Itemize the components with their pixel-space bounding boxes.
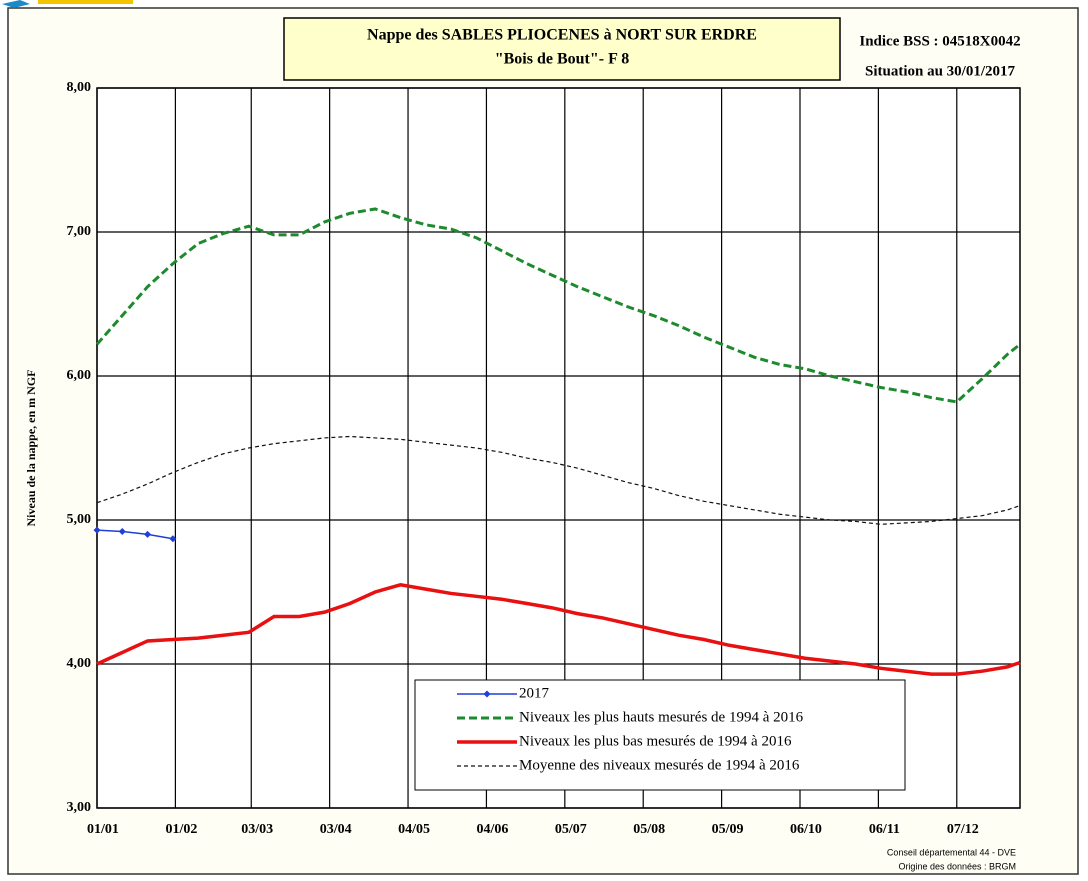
x-tick-label: 04/05 — [398, 822, 430, 837]
legend-label: 2017 — [519, 685, 550, 701]
point-marker — [118, 528, 126, 536]
point-marker — [169, 535, 177, 543]
x-tick-label: 07/12 — [947, 822, 979, 837]
x-tick-label: 03/03 — [241, 822, 273, 837]
chart-title: Nappe des SABLES PLIOCENES à NORT SUR ER… — [367, 27, 757, 44]
annotation: Indice BSS : 04518X0042 — [859, 33, 1020, 49]
series-line — [96, 583, 1021, 676]
point-marker — [93, 526, 101, 534]
y-axis-label: Niveau de la nappe, en m NGF — [24, 369, 38, 526]
x-tick-label: 05/08 — [633, 822, 665, 837]
series-line — [96, 435, 1021, 525]
logo-fragment — [38, 0, 133, 4]
legend-label: Niveaux les plus hauts mesurés de 1994 à… — [519, 709, 804, 725]
legend-label: Niveaux les plus bas mesurés de 1994 à 2… — [519, 733, 792, 749]
x-tick-label: 05/09 — [712, 822, 744, 837]
title-box — [283, 17, 841, 81]
point-marker — [144, 530, 152, 538]
x-tick-label: 03/04 — [320, 822, 352, 837]
footer: Conseil départemental 44 - DVE — [887, 847, 1016, 857]
y-tick-label: 4,00 — [67, 656, 92, 671]
x-tick-label: 06/11 — [869, 822, 900, 837]
logo-fragment — [2, 0, 30, 8]
x-tick-label: 01/02 — [165, 822, 197, 837]
legend-marker — [483, 690, 491, 698]
chart-subtitle: "Bois de Bout"- F 8 — [495, 51, 630, 68]
y-tick-label: 7,00 — [67, 224, 92, 239]
x-tick-label: 05/07 — [555, 822, 587, 837]
annotation: Situation au 30/01/2017 — [865, 63, 1016, 79]
y-tick-label: 5,00 — [67, 512, 92, 527]
series-line — [95, 207, 1021, 404]
footer: Origine des données : BRGM — [898, 861, 1016, 871]
y-tick-label: 8,00 — [67, 80, 92, 95]
x-tick-label: 04/06 — [476, 822, 508, 837]
x-tick-label: 01/01 — [87, 822, 119, 837]
y-tick-label: 6,00 — [67, 368, 92, 383]
legend-label: Moyenne des niveaux mesurés de 1994 à 20… — [519, 757, 800, 773]
series-line — [96, 529, 173, 540]
x-tick-label: 06/10 — [790, 822, 822, 837]
y-tick-label: 3,00 — [67, 800, 92, 815]
legend — [414, 679, 906, 791]
